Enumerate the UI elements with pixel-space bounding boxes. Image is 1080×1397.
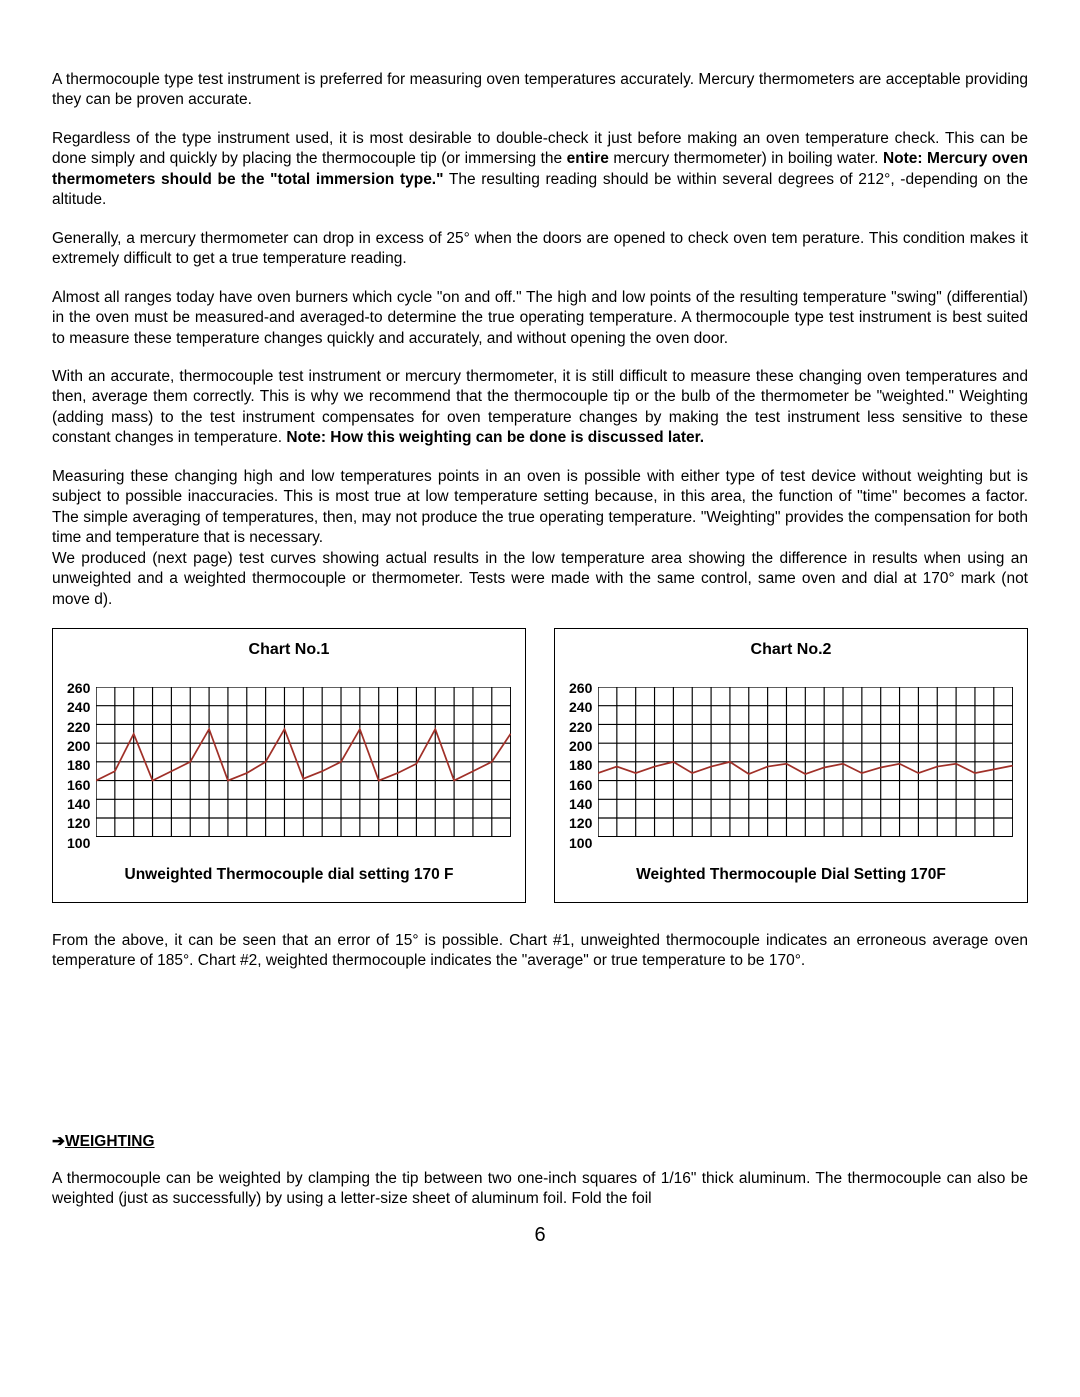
paragraph-2: Regardless of the type instrument used, … xyxy=(52,129,1028,211)
arrow-icon: ➔ xyxy=(52,1133,65,1150)
paragraph-6: Measuring these changing high and low te… xyxy=(52,467,1028,610)
charts-row: Chart No.1 260240220200180160140120100 U… xyxy=(52,628,1028,903)
paragraph-5: With an accurate, thermocouple test inst… xyxy=(52,367,1028,449)
chart-2-caption: Weighted Thermocouple Dial Setting 170F xyxy=(569,866,1013,884)
section-header-weighting: ➔WEIGHTING xyxy=(52,1132,1028,1151)
chart-1-box: Chart No.1 260240220200180160140120100 U… xyxy=(52,628,526,903)
chart-2-yaxis: 260240220200180160140120100 xyxy=(569,687,598,842)
chart-2-box: Chart No.2 260240220200180160140120100 W… xyxy=(554,628,1028,903)
page-number: 6 xyxy=(52,1224,1028,1247)
paragraph-7: From the above, it can be seen that an e… xyxy=(52,931,1028,972)
paragraph-3: Generally, a mercury thermometer can dro… xyxy=(52,229,1028,270)
chart-2-svg xyxy=(598,687,1013,837)
section-title: WEIGHTING xyxy=(65,1133,155,1150)
text: mercury thermometer) in boiling water. xyxy=(609,150,883,167)
chart-2-plot: 260240220200180160140120100 xyxy=(569,687,1013,842)
paragraph-1: A thermocouple type test instrument is p… xyxy=(52,70,1028,111)
text-bold: entire xyxy=(567,150,609,167)
paragraph-4: Almost all ranges today have oven burner… xyxy=(52,288,1028,349)
chart-1-svg xyxy=(96,687,511,837)
chart-1-title: Chart No.1 xyxy=(67,641,511,659)
chart-1-caption: Unweighted Thermocouple dial setting 170… xyxy=(67,866,511,884)
chart-1-plot: 260240220200180160140120100 xyxy=(67,687,511,842)
text-bold: Note: How this weighting can be done is … xyxy=(286,429,704,446)
chart-1-yaxis: 260240220200180160140120100 xyxy=(67,687,96,842)
chart-2-title: Chart No.2 xyxy=(569,641,1013,659)
paragraph-8: A thermocouple can be weighted by clampi… xyxy=(52,1169,1028,1210)
